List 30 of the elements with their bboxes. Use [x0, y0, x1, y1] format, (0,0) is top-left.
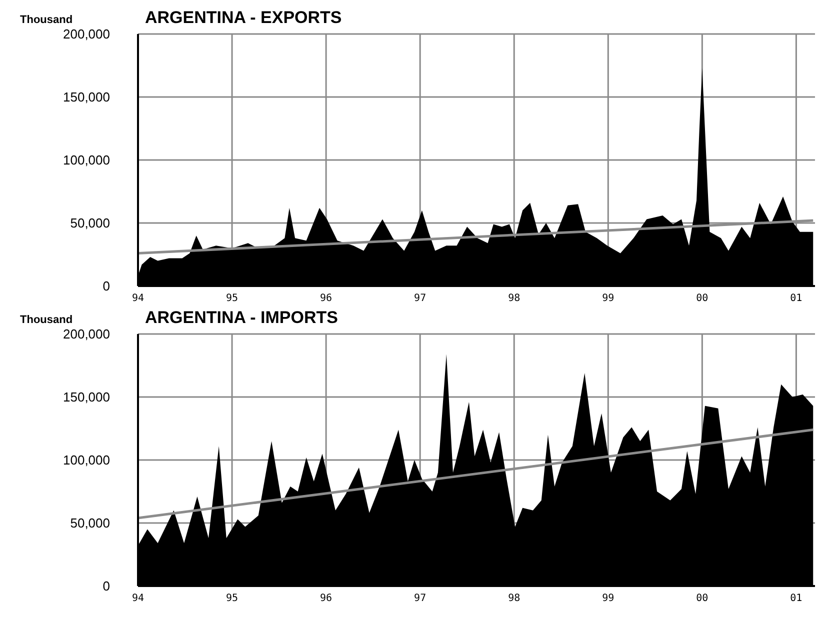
x-tick-label: 00	[696, 293, 708, 304]
y-axis-title: Thousand	[20, 14, 73, 26]
y-tick-label: 0	[102, 278, 110, 294]
y-tick-label: 200,000	[63, 326, 110, 342]
x-tick-label: 00	[696, 593, 708, 604]
x-tick-label: 95	[226, 293, 238, 304]
y-tick-label: 50,000	[70, 216, 110, 231]
x-tick-label: 97	[414, 293, 426, 304]
y-tick-label: 0	[102, 578, 110, 594]
x-tick-label: 94	[132, 593, 144, 604]
x-tick-label: 98	[508, 593, 520, 604]
x-tick-label: 94	[132, 293, 144, 304]
y-tick-label: 100,000	[63, 452, 110, 468]
y-tick-label: 200,000	[63, 26, 110, 42]
x-tick-label: 95	[226, 593, 238, 604]
x-tick-label: 99	[602, 593, 614, 604]
x-tick-label: 96	[320, 593, 332, 604]
y-tick-label: 150,000	[63, 390, 110, 405]
y-tick-label: 50,000	[70, 516, 110, 531]
x-tick-label: 96	[320, 293, 332, 304]
y-tick-label: 100,000	[63, 152, 110, 168]
y-axis-title: Thousand	[20, 314, 73, 326]
chart-title: ARGENTINA - EXPORTS	[145, 8, 342, 28]
y-tick-label: 150,000	[63, 90, 110, 105]
chart-title: ARGENTINA - IMPORTS	[145, 308, 338, 328]
x-tick-label: 01	[790, 593, 802, 604]
x-tick-label: 97	[414, 593, 426, 604]
x-tick-label: 01	[790, 293, 802, 304]
x-tick-label: 98	[508, 293, 520, 304]
x-tick-label: 99	[602, 293, 614, 304]
